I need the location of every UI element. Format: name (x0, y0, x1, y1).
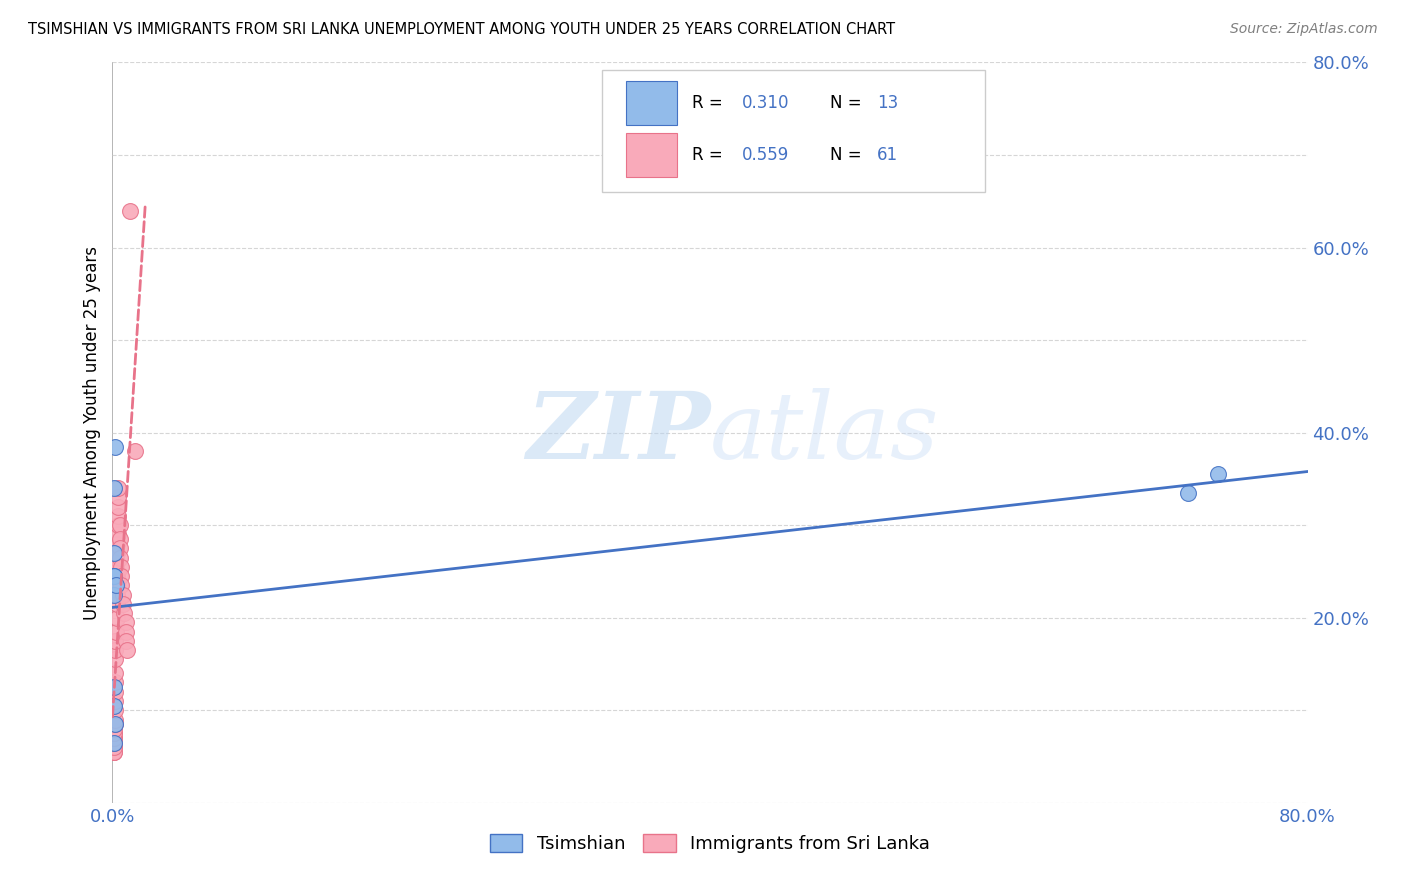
Point (103, 740, 125, 755)
Text: N =: N = (830, 146, 866, 164)
Point (114, 606, 135, 620)
Point (101, 740, 124, 755)
Point (105, 588, 128, 602)
Text: ZIP: ZIP (526, 388, 710, 477)
Point (103, 745, 125, 759)
Text: 61: 61 (877, 146, 898, 164)
Point (105, 624, 128, 639)
Point (103, 726, 125, 740)
Point (105, 578, 128, 592)
Point (104, 652, 127, 666)
Text: 0.559: 0.559 (742, 146, 790, 164)
Point (117, 643, 139, 657)
Text: 13: 13 (877, 95, 898, 112)
Point (104, 694, 127, 708)
Point (103, 569, 125, 583)
Point (103, 731, 125, 745)
Point (108, 541, 131, 556)
Point (105, 555, 128, 569)
Point (107, 518, 129, 533)
Point (1206, 467, 1229, 482)
Point (103, 736, 125, 750)
Point (105, 578, 128, 592)
Text: R =: R = (692, 146, 728, 164)
Point (110, 569, 132, 583)
Text: atlas: atlas (710, 388, 939, 477)
Point (103, 588, 125, 602)
Text: N =: N = (830, 95, 866, 112)
Point (107, 491, 129, 505)
Point (103, 698, 125, 713)
Point (103, 722, 125, 736)
Point (107, 500, 129, 514)
Point (105, 610, 128, 624)
Point (105, 565, 128, 579)
Point (104, 666, 127, 681)
Point (103, 740, 125, 755)
Text: Source: ZipAtlas.com: Source: ZipAtlas.com (1230, 22, 1378, 37)
Point (104, 643, 127, 657)
Point (104, 703, 127, 717)
Point (108, 532, 131, 546)
Point (101, 745, 124, 759)
Point (104, 713, 127, 727)
Point (103, 740, 125, 755)
FancyBboxPatch shape (627, 133, 676, 177)
Point (115, 615, 138, 630)
Point (103, 745, 125, 759)
Y-axis label: Unemployment Among Youth under 25 years: Unemployment Among Youth under 25 years (83, 245, 101, 620)
Point (105, 569, 128, 583)
Point (103, 736, 125, 750)
Text: 0.310: 0.310 (742, 95, 790, 112)
Point (115, 624, 138, 639)
Point (115, 633, 138, 648)
Point (103, 731, 125, 745)
Point (105, 536, 128, 550)
Point (124, 444, 146, 458)
Point (110, 559, 132, 574)
Point (105, 546, 128, 560)
Point (105, 597, 128, 611)
Point (103, 481, 125, 495)
Point (107, 481, 129, 495)
FancyBboxPatch shape (603, 70, 986, 192)
FancyBboxPatch shape (627, 81, 676, 125)
Point (110, 578, 132, 592)
Legend: Tsimshian, Immigrants from Sri Lanka: Tsimshian, Immigrants from Sri Lanka (482, 827, 938, 861)
Point (104, 717, 127, 731)
Point (104, 675, 127, 690)
Point (107, 527, 129, 541)
Point (107, 508, 129, 523)
Point (111, 597, 134, 611)
Point (104, 440, 127, 454)
Point (103, 736, 125, 750)
Text: R =: R = (692, 95, 728, 112)
Point (103, 736, 125, 750)
Point (104, 633, 127, 648)
Point (103, 680, 125, 694)
Point (103, 546, 125, 560)
Point (103, 569, 125, 583)
Point (103, 745, 125, 759)
Point (111, 588, 134, 602)
Point (108, 550, 131, 565)
Point (1177, 485, 1199, 500)
Point (103, 726, 125, 740)
Point (103, 740, 125, 755)
Text: TSIMSHIAN VS IMMIGRANTS FROM SRI LANKA UNEMPLOYMENT AMONG YOUTH UNDER 25 YEARS C: TSIMSHIAN VS IMMIGRANTS FROM SRI LANKA U… (28, 22, 896, 37)
Point (103, 717, 125, 731)
Point (103, 745, 125, 759)
Point (104, 685, 127, 699)
Point (120, 203, 142, 218)
Point (108, 518, 131, 533)
Point (103, 736, 125, 750)
